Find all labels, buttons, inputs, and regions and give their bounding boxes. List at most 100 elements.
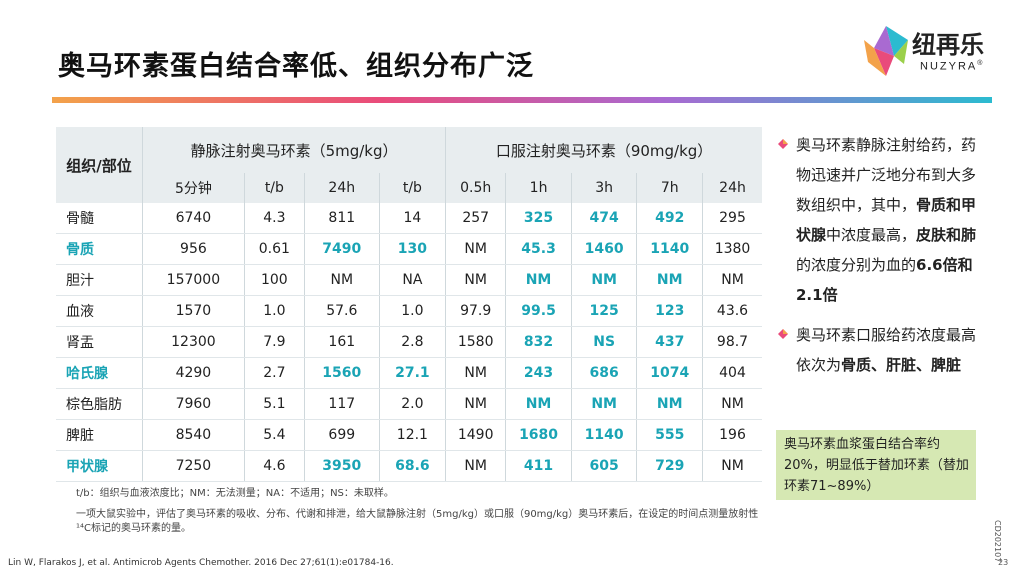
slide-title: 奥马环素蛋白结合率低、组织分布广泛: [58, 51, 534, 82]
bullet-text: 奥马环素静脉注射给药，药物迅速并广泛地分布到大多数组织中，其中，: [796, 136, 977, 214]
subheader: 5分钟: [142, 173, 245, 203]
table-cell: NM: [571, 264, 638, 296]
table-cell: 437: [636, 326, 704, 358]
logo-subtext: NUZYRA®: [920, 60, 985, 73]
subheader: 3h: [571, 173, 638, 203]
table-cell: 404: [702, 357, 762, 389]
table-cell: NM: [571, 388, 638, 420]
tissue-name: 血液: [56, 295, 143, 327]
table-cell: 14: [379, 203, 447, 234]
bullet-text: 的浓度分别为血的: [796, 256, 917, 274]
table-cell: 98.7: [702, 326, 762, 358]
table-row: 甲状腺 7250 4.6 3950 68.6 NM 411 605 729 NM: [56, 450, 762, 482]
table-cell: 1490: [445, 419, 507, 451]
table-cell: NM: [445, 450, 507, 482]
table-cell: 1570: [142, 295, 245, 327]
tissue-name: 脾脏: [56, 419, 143, 451]
bullet-text: 奥马环素口服给药浓度最高依次为: [796, 326, 977, 374]
table-cell: 605: [571, 450, 638, 482]
table-cell: 7960: [142, 388, 245, 420]
table-cell: 8540: [142, 419, 245, 451]
subheader: 24h: [702, 173, 762, 203]
table-row: 胆汁 157000 100 NM NA NM NM NM NM NM: [56, 264, 762, 296]
table-cell: 1680: [505, 419, 572, 451]
table-cell: 6740: [142, 203, 245, 234]
table-cell: 325: [505, 203, 572, 234]
citation: Lin W, Flarakos J, et al. Antimicrob Age…: [8, 558, 394, 568]
tissue-name: 棕色脂肪: [56, 388, 143, 420]
logo-mark-icon: [864, 26, 908, 76]
table-cell: NM: [445, 233, 507, 265]
table-footnote: t/b：组织与血液浓度比；NM：无法测量；NA：不适用；NS：未取样。: [76, 488, 394, 499]
table-cell: 196: [702, 419, 762, 451]
table-cell: 5.1: [244, 388, 305, 420]
group-header-oral: 口服注射奥马环素（90mg/kg）: [445, 127, 762, 173]
table-cell: 1380: [702, 233, 762, 265]
study-description: 一项大鼠实验中，评估了奥马环素的吸收、分布、代谢和排泄，给大鼠静脉注射（5mg/…: [76, 509, 759, 534]
bullet-bold: 6.6倍和2.1倍: [796, 256, 973, 304]
table-cell: NM: [445, 388, 507, 420]
table-cell: 1.0: [379, 295, 447, 327]
tissue-name: 肾盂: [56, 326, 143, 358]
bullet-text: 中浓度最高，: [826, 226, 917, 244]
table-cell: 12.1: [379, 419, 447, 451]
bullet-bold: 骨质、肝脏、脾脏: [841, 356, 962, 374]
table-cell: 7.9: [244, 326, 305, 358]
bullet-iv: 奥马环素静脉注射给药，药物迅速并广泛地分布到大多数组织中，其中，骨质和甲状腺中浓…: [776, 130, 986, 310]
table-cell: 832: [505, 326, 572, 358]
table-cell: 27.1: [379, 357, 447, 389]
table-cell: 57.6: [304, 295, 380, 327]
corner-header: 组织/部位: [56, 127, 143, 203]
table-cell: 7250: [142, 450, 245, 482]
table-cell: 474: [571, 203, 638, 234]
table-cell: 161: [304, 326, 380, 358]
table-cell: 130: [379, 233, 447, 265]
table-cell: 125: [571, 295, 638, 327]
table-cell: 123: [636, 295, 704, 327]
table-cell: 100: [244, 264, 305, 296]
table-row: 血液 1570 1.0 57.6 1.0 97.9 99.5 125 123 43.6: [56, 295, 762, 327]
table-cell: 157000: [142, 264, 245, 296]
key-points: 奥马环素静脉注射给药，药物迅速并广泛地分布到大多数组织中，其中，骨质和甲状腺中浓…: [776, 130, 986, 390]
table-cell: 1.0: [244, 295, 305, 327]
table-cell: 1074: [636, 357, 704, 389]
protein-binding-callout: 奥马环素血浆蛋白结合率约20%，明显低于替加环素（替加环素71~89%）: [776, 430, 976, 500]
tissue-name: 骨髓: [56, 203, 143, 234]
table-cell: 45.3: [505, 233, 572, 265]
table-cell: 1560: [304, 357, 380, 389]
tissue-name: 胆汁: [56, 264, 143, 296]
table-cell: 1140: [571, 419, 638, 451]
table-cell: NM: [505, 388, 572, 420]
table-cell: 1580: [445, 326, 507, 358]
table-cell: 4.6: [244, 450, 305, 482]
table-cell: 686: [571, 357, 638, 389]
table-cell: 12300: [142, 326, 245, 358]
tissue-name: 哈氏腺: [56, 357, 143, 389]
table-cell: NS: [571, 326, 638, 358]
table-cell: 555: [636, 419, 704, 451]
table-row: 骨髓 6740 4.3 811 14 257 325 474 492 295: [56, 203, 762, 234]
table-cell: 4.3: [244, 203, 305, 234]
table-cell: 4290: [142, 357, 245, 389]
subheader: 0.5h: [445, 173, 507, 203]
table-row: 棕色脂肪 7960 5.1 117 2.0 NM NM NM NM NM: [56, 388, 762, 420]
tissue-distribution-table: 组织/部位 静脉注射奥马环素（5mg/kg） 口服注射奥马环素（90mg/kg）…: [56, 127, 762, 482]
diamond-bullet-icon: [778, 139, 788, 149]
table-cell: 5.4: [244, 419, 305, 451]
subheader: 7h: [636, 173, 704, 203]
group-header-iv: 静脉注射奥马环素（5mg/kg）: [142, 127, 447, 173]
table-cell: 257: [445, 203, 507, 234]
table-cell: 2.8: [379, 326, 447, 358]
logo-text: 纽再乐: [912, 31, 984, 59]
page-number: 23: [998, 558, 1009, 567]
subheader: 1h: [505, 173, 572, 203]
table-cell: 117: [304, 388, 380, 420]
tissue-name: 骨质: [56, 233, 143, 265]
bullet-bold: 皮肤和肺: [916, 226, 977, 244]
table-cell: 7490: [304, 233, 380, 265]
table-cell: NM: [702, 264, 762, 296]
table-cell: 295: [702, 203, 762, 234]
table-cell: 43.6: [702, 295, 762, 327]
diamond-bullet-icon: [778, 329, 788, 339]
table-cell: 411: [505, 450, 572, 482]
